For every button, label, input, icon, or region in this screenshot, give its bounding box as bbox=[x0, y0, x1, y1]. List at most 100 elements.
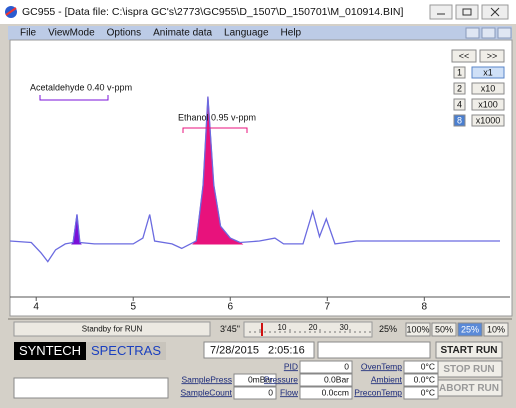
zoom-button-frame[interactable] bbox=[471, 66, 505, 79]
menu-bar bbox=[8, 26, 512, 40]
zoom-key-frame[interactable] bbox=[453, 114, 466, 127]
run-button-frame[interactable] bbox=[435, 341, 503, 359]
zoom-key-label[interactable]: 2 bbox=[457, 83, 462, 93]
nav-button-frame[interactable] bbox=[451, 49, 477, 63]
app-icon-mark bbox=[5, 7, 17, 16]
date: 7/28/2015 bbox=[210, 344, 259, 356]
info-box bbox=[317, 341, 431, 359]
speed-button-label[interactable]: 50% bbox=[435, 324, 453, 334]
zoom-key[interactable]: 4 bbox=[453, 98, 466, 111]
nav-button-label[interactable]: >> bbox=[487, 51, 498, 61]
field-box bbox=[233, 373, 277, 387]
mdi-button[interactable] bbox=[497, 27, 512, 39]
zoom-key-frame[interactable] bbox=[453, 66, 466, 79]
field-label: OvenTemp bbox=[361, 361, 402, 371]
menu-item[interactable]: Help bbox=[281, 28, 302, 39]
progress-ruler bbox=[243, 321, 373, 338]
field-value: 0 bbox=[344, 361, 349, 371]
speed-button-frame[interactable] bbox=[483, 322, 509, 337]
product-box bbox=[86, 342, 166, 360]
menu-item[interactable]: Animate data bbox=[153, 28, 212, 39]
run-button[interactable]: STOP RUN bbox=[435, 360, 503, 378]
zoom-button-frame[interactable] bbox=[471, 98, 505, 111]
mdi-button[interactable] bbox=[465, 27, 480, 39]
progress-marker bbox=[261, 323, 263, 336]
zoom-button[interactable]: x100 bbox=[471, 98, 505, 111]
field-box bbox=[403, 360, 439, 374]
speed-button-frame[interactable] bbox=[457, 322, 483, 337]
zoom-key[interactable]: 2 bbox=[453, 82, 466, 95]
ruler-label: 30 bbox=[340, 323, 349, 332]
status-message: Standby for RUN bbox=[82, 325, 143, 334]
speed-button-label[interactable]: 25% bbox=[461, 324, 479, 334]
close-glyph bbox=[490, 7, 500, 17]
nav-button-frame[interactable] bbox=[479, 49, 505, 63]
nav-button-label[interactable]: << bbox=[459, 51, 470, 61]
product: SPECTRAS bbox=[91, 343, 161, 358]
zoom-button-label[interactable]: x10 bbox=[481, 83, 496, 93]
menu-item[interactable]: ViewMode bbox=[48, 28, 95, 39]
field-label: PID bbox=[284, 361, 298, 371]
speed-button[interactable]: 100% bbox=[405, 322, 431, 337]
run-button-label[interactable]: STOP RUN bbox=[443, 364, 494, 375]
zoom-button-frame[interactable] bbox=[471, 114, 505, 127]
field-label: SamplePress bbox=[181, 374, 232, 384]
plot-area bbox=[9, 39, 513, 317]
field-box bbox=[299, 360, 353, 374]
nav-button[interactable]: >> bbox=[479, 49, 505, 63]
field-label: Pressure bbox=[264, 374, 298, 384]
log-box bbox=[13, 377, 169, 399]
window-controls[interactable] bbox=[429, 4, 509, 20]
field-value: 0.0°C bbox=[414, 374, 435, 384]
zoom-key-label[interactable]: 1 bbox=[457, 67, 462, 77]
menu-item[interactable]: Language bbox=[224, 28, 269, 39]
window-title: GC955 - [Data file: C:\ispra GC's\2773\G… bbox=[22, 6, 403, 18]
field-label: SampleCount bbox=[180, 387, 232, 397]
speed-button-frame[interactable] bbox=[431, 322, 457, 337]
zoom-key[interactable]: 8 bbox=[453, 114, 466, 127]
nav-button[interactable]: << bbox=[451, 49, 477, 63]
field-value: 0°C bbox=[421, 387, 435, 397]
field-value: 0°C bbox=[421, 361, 435, 371]
run-button-label[interactable]: ABORT RUN bbox=[439, 383, 499, 394]
speed-readout: 25% bbox=[379, 324, 397, 334]
controls: File ViewMode Options Animate data Language H… bbox=[8, 27, 512, 400]
brand: SYNTECH bbox=[19, 343, 81, 358]
zoom-key-frame[interactable] bbox=[453, 82, 466, 95]
run-button[interactable]: START RUN bbox=[435, 341, 503, 359]
annotation-bracket bbox=[182, 127, 248, 133]
x-tick-label: 5 bbox=[130, 302, 136, 313]
mdi-button[interactable] bbox=[481, 27, 496, 39]
menu-item[interactable]: Options bbox=[107, 28, 141, 39]
speed-button-label[interactable]: 100% bbox=[406, 324, 429, 334]
elapsed-time: 3'45" bbox=[220, 324, 240, 334]
speed-button[interactable]: 10% bbox=[483, 322, 509, 337]
run-button-label[interactable]: START RUN bbox=[440, 345, 497, 356]
ruler-label: 20 bbox=[309, 323, 318, 332]
zoom-button-label[interactable]: x100 bbox=[478, 99, 498, 109]
x-tick-label: 7 bbox=[325, 302, 331, 313]
zoom-button-frame[interactable] bbox=[471, 82, 505, 95]
zoom-key-label[interactable]: 8 bbox=[457, 115, 462, 125]
menu-item[interactable]: File bbox=[20, 28, 37, 39]
speed-button[interactable]: 25% bbox=[457, 322, 483, 337]
speed-button-label[interactable]: 10% bbox=[487, 324, 505, 334]
zoom-key-frame[interactable] bbox=[453, 98, 466, 111]
run-button[interactable]: ABORT RUN bbox=[435, 379, 503, 397]
peak-annotation: Acetaldehyde 0.40 v-ppm bbox=[30, 82, 132, 92]
minimize-button[interactable] bbox=[429, 4, 453, 20]
zoom-button[interactable]: x1000 bbox=[471, 114, 505, 127]
zoom-button-label[interactable]: x1 bbox=[483, 67, 493, 77]
maximize-button[interactable] bbox=[455, 4, 479, 20]
field-value: 0.0Bar bbox=[324, 374, 349, 384]
zoom-button[interactable]: x1 bbox=[471, 66, 505, 79]
zoom-key-label[interactable]: 4 bbox=[457, 99, 462, 109]
zoom-button-label[interactable]: x1000 bbox=[476, 115, 501, 125]
speed-button-frame[interactable] bbox=[405, 322, 431, 337]
zoom-button[interactable]: x10 bbox=[471, 82, 505, 95]
speed-button[interactable]: 50% bbox=[431, 322, 457, 337]
ruler-label: 10 bbox=[278, 323, 287, 332]
field-label: Ambient bbox=[371, 374, 403, 384]
zoom-key[interactable]: 1 bbox=[453, 66, 466, 79]
field-value: 0.0ccm bbox=[322, 387, 349, 397]
